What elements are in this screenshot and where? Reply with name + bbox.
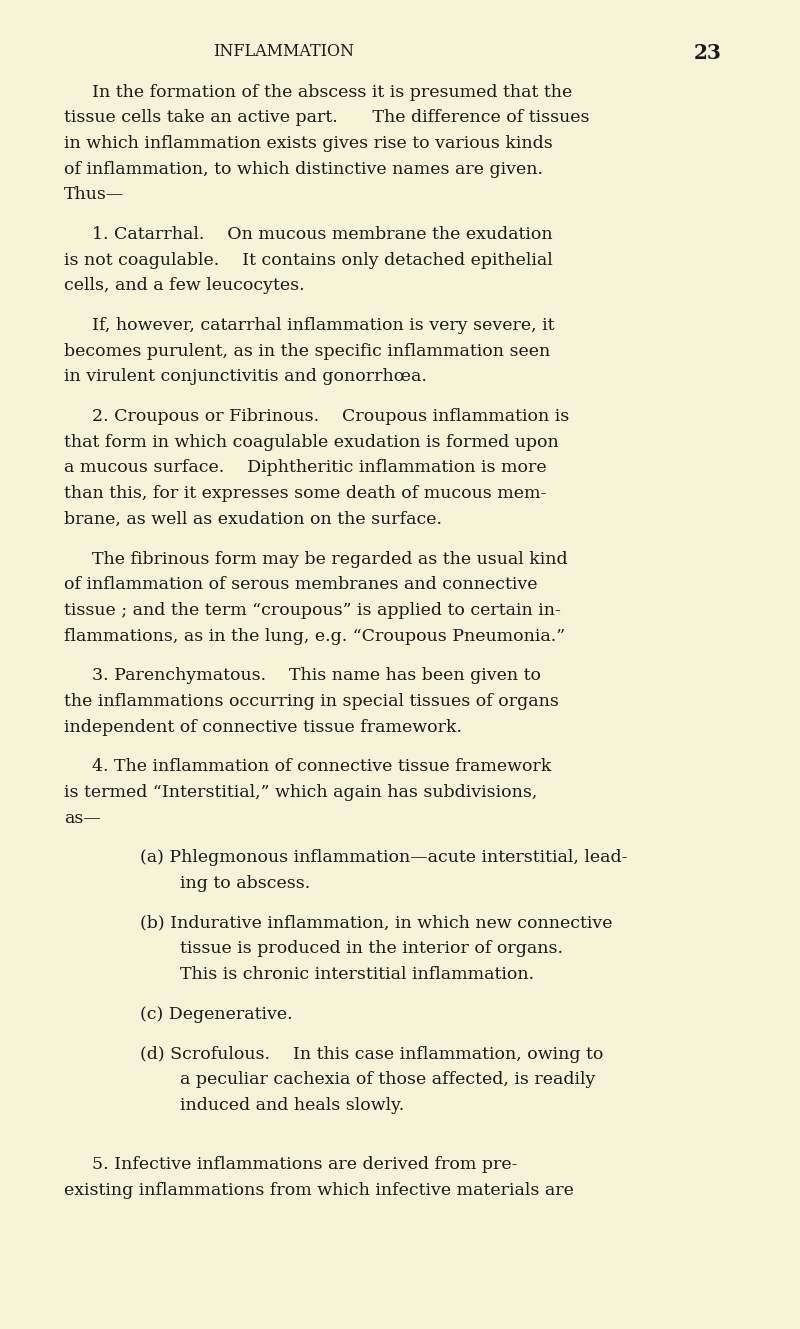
Text: that form in which coagulable exudation is formed upon: that form in which coagulable exudation … xyxy=(64,433,558,451)
Text: tissue ; and the term “croupous” is applied to certain in-: tissue ; and the term “croupous” is appl… xyxy=(64,602,561,619)
Text: (c) Degenerative.: (c) Degenerative. xyxy=(140,1006,293,1023)
Text: tissue cells take an active part.  The difference of tissues: tissue cells take an active part. The di… xyxy=(64,109,590,126)
Text: of inflammation, to which distinctive names are given.: of inflammation, to which distinctive na… xyxy=(64,161,543,178)
Text: is termed “Interstitial,” which again has subdivisions,: is termed “Interstitial,” which again ha… xyxy=(64,784,538,801)
Text: tissue is produced in the interior of organs.: tissue is produced in the interior of or… xyxy=(180,941,563,957)
Text: as—: as— xyxy=(64,809,101,827)
Text: flammations, as in the lung, e.g. “Croupous Pneumonia.”: flammations, as in the lung, e.g. “Croup… xyxy=(64,627,565,645)
Text: 23: 23 xyxy=(694,43,722,62)
Text: INFLAMMATION: INFLAMMATION xyxy=(214,43,354,60)
Text: a mucous surface.  Diphtheritic inflammation is more: a mucous surface. Diphtheritic inflammat… xyxy=(64,460,546,477)
Text: a peculiar cachexia of those affected, is readily: a peculiar cachexia of those affected, i… xyxy=(180,1071,595,1088)
Text: 2. Croupous or Fibrinous.  Croupous inflammation is: 2. Croupous or Fibrinous. Croupous infla… xyxy=(92,408,570,425)
Text: In the formation of the abscess it is presumed that the: In the formation of the abscess it is pr… xyxy=(92,84,572,101)
Text: is not coagulable.  It contains only detached epithelial: is not coagulable. It contains only deta… xyxy=(64,251,553,268)
Text: in virulent conjunctivitis and gonorrhœa.: in virulent conjunctivitis and gonorrhœa… xyxy=(64,368,427,385)
Text: 4. The inflammation of connective tissue framework: 4. The inflammation of connective tissue… xyxy=(92,759,551,775)
Text: (b) Indurative inflammation, in which new connective: (b) Indurative inflammation, in which ne… xyxy=(140,914,613,932)
Text: of inflammation of serous membranes and connective: of inflammation of serous membranes and … xyxy=(64,577,538,593)
Text: The fibrinous form may be regarded as the usual kind: The fibrinous form may be regarded as th… xyxy=(92,550,568,567)
Text: cells, and a few leucocytes.: cells, and a few leucocytes. xyxy=(64,278,305,295)
Text: 5. Infective inflammations are derived from pre-: 5. Infective inflammations are derived f… xyxy=(92,1156,518,1174)
Text: If, however, catarrhal inflammation is very severe, it: If, however, catarrhal inflammation is v… xyxy=(92,318,554,334)
Text: (a) Phlegmonous inflammation—acute interstitial, lead-: (a) Phlegmonous inflammation—acute inter… xyxy=(140,849,627,867)
Text: the inflammations occurring in special tissues of organs: the inflammations occurring in special t… xyxy=(64,692,559,710)
Text: Thus—: Thus— xyxy=(64,186,124,203)
Text: 1. Catarrhal.  On mucous membrane the exudation: 1. Catarrhal. On mucous membrane the exu… xyxy=(92,226,553,243)
Text: (d) Scrofulous.  In this case inflammation, owing to: (d) Scrofulous. In this case inflammatio… xyxy=(140,1046,603,1063)
Text: in which inflammation exists gives rise to various kinds: in which inflammation exists gives rise … xyxy=(64,136,553,152)
Text: induced and heals slowly.: induced and heals slowly. xyxy=(180,1096,404,1114)
Text: than this, for it expresses some death of mucous mem-: than this, for it expresses some death o… xyxy=(64,485,546,502)
Text: This is chronic interstitial inflammation.: This is chronic interstitial inflammatio… xyxy=(180,966,534,983)
Text: independent of connective tissue framework.: independent of connective tissue framewo… xyxy=(64,719,462,735)
Text: ing to abscess.: ing to abscess. xyxy=(180,874,310,892)
Text: becomes purulent, as in the specific inflammation seen: becomes purulent, as in the specific inf… xyxy=(64,343,550,360)
Text: brane, as well as exudation on the surface.: brane, as well as exudation on the surfa… xyxy=(64,510,442,528)
Text: 3. Parenchymatous.  This name has been given to: 3. Parenchymatous. This name has been gi… xyxy=(92,667,541,684)
Text: existing inflammations from which infective materials are: existing inflammations from which infect… xyxy=(64,1181,574,1199)
